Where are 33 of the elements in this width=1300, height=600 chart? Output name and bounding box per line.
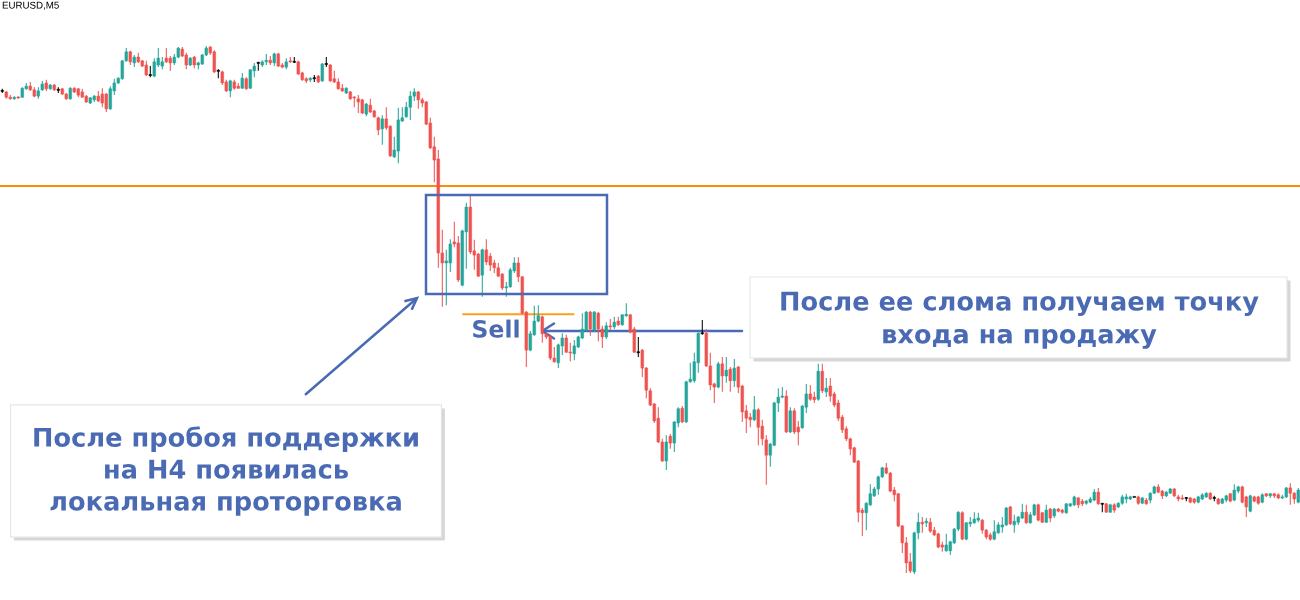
candlestick [484,238,488,266]
annotation: После пробоя поддержки на H4 появилась локальная проторговка [34,426,418,516]
chart-title: EURUSD,M5 [2,1,59,10]
annotation: Sell [473,319,519,338]
candlestick [716,361,720,389]
candlestick [636,336,640,358]
candlestick [732,358,736,388]
candlestick [548,334,552,361]
candlestick [596,311,600,342]
candlestick [788,406,792,434]
candlestick [572,339,576,361]
candlestick [728,366,732,393]
candlestick [724,356,728,384]
candlestick [248,68,252,90]
candlestick [828,377,832,403]
candlestick [100,87,104,108]
candlestick [720,356,724,393]
candlestick [380,114,384,146]
candlestick [756,407,760,446]
candlestick [664,434,668,471]
candlestick [792,407,796,435]
candlestick [820,363,824,394]
candlestick [108,85,112,111]
candlestick [212,49,216,74]
annotation: После ее слома получаем точку входа на продажу [781,291,1259,349]
candlestick [1024,504,1028,525]
candlestick [752,395,756,422]
candlestick [592,310,596,333]
candlestick [408,90,412,121]
candlestick [588,310,592,337]
candlestick [540,315,544,344]
candlestick [824,377,828,398]
candlestick [1288,482,1292,506]
